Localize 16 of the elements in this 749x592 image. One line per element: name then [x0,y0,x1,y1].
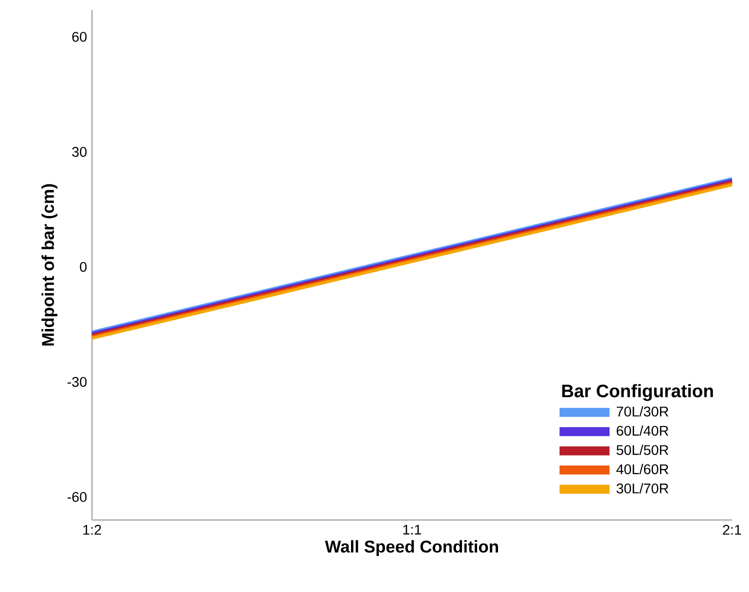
x-tick-label: 1:2 [83,524,102,535]
y-tick-label: 30 [72,146,87,157]
x-axis-title: Wall Speed Condition [324,540,498,556]
legend-title: Bar Configuration [562,384,713,401]
legend-label: 40L/60R [616,464,668,474]
legend-label: 50L/50R [616,444,668,455]
x-tick-label: 2:1 [722,524,742,535]
y-axis-title: Midpoint of bar (cm) [42,184,58,346]
legend-label: 30L/70R [616,483,668,494]
y-tick-label: -60 [68,492,87,502]
legend-label: 60L/40R [616,425,668,436]
y-tick-label: -30 [68,376,87,387]
y-tick-label: 60 [72,32,87,42]
y-tick-label: 0 [80,262,87,272]
x-tick-label: 1:1 [403,524,422,534]
legend-label: 70L/30R [616,406,668,417]
